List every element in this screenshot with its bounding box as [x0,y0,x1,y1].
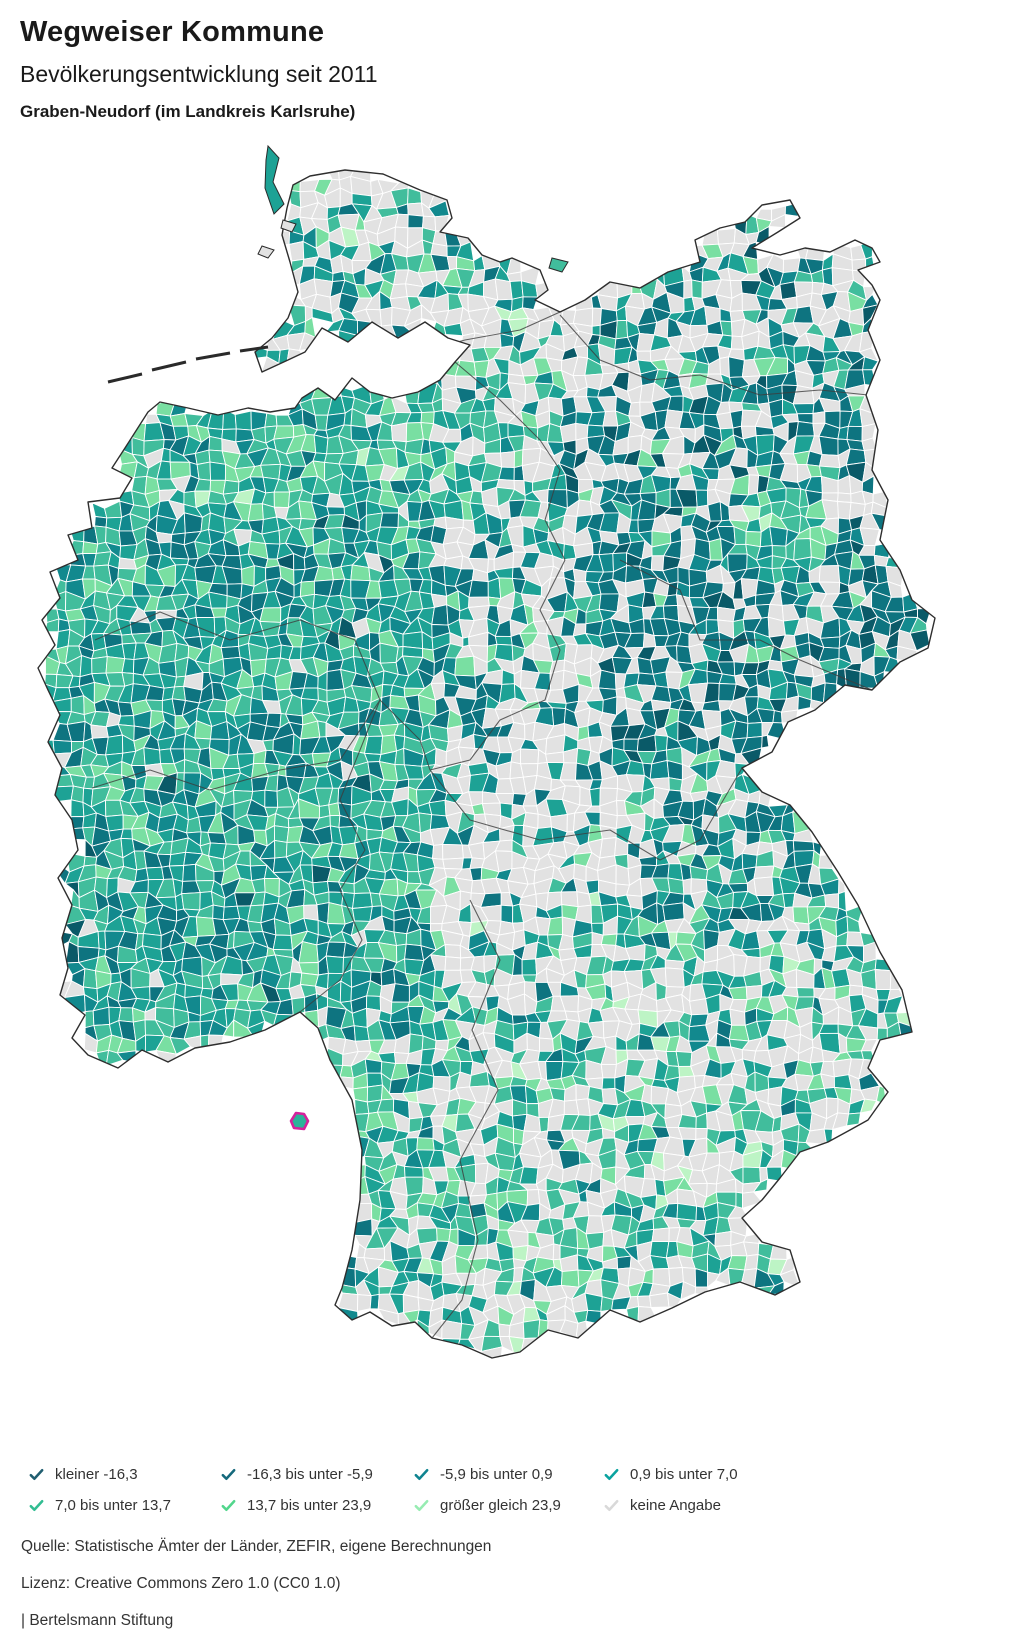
legend-label: -5,9 bis unter 0,9 [440,1466,553,1483]
check-icon [29,1499,44,1512]
legend-item-5[interactable]: 13,7 bis unter 23,9 [220,1497,413,1514]
map-footer: Quelle: Statistische Ämter der Länder, Z… [21,1538,491,1649]
legend-item-2[interactable]: -5,9 bis unter 0,9 [413,1466,603,1483]
selected-municipality-label: Graben-Neudorf (im Landkreis Karlsruhe) [20,102,356,121]
selected-municipality-marker [289,1111,310,1131]
legend-item-6[interactable]: größer gleich 23,9 [413,1497,603,1514]
check-icon [29,1468,44,1481]
check-icon [414,1499,429,1512]
page-title: Bevölkerungsentwicklung seit 2011 [20,61,378,87]
state-borders [91,311,873,1339]
legend-item-3[interactable]: 0,9 bis unter 7,0 [603,1466,823,1483]
legend-label: kleiner -16,3 [55,1466,138,1483]
legend-item-1[interactable]: -16,3 bis unter -5,9 [220,1466,413,1483]
check-icon [604,1499,619,1512]
license-note: Lizenz: Creative Commons Zero 1.0 (CC0 1… [21,1575,341,1592]
legend-label: 7,0 bis unter 13,7 [55,1497,171,1514]
legend-label: 13,7 bis unter 23,9 [247,1497,372,1514]
app-title: Wegweiser Kommune [20,16,325,48]
municipality-mosaic [38,170,932,1358]
check-icon [221,1499,236,1512]
legend-label: 0,9 bis unter 7,0 [630,1466,738,1483]
legend-label: -16,3 bis unter -5,9 [247,1466,373,1483]
legend-item-0[interactable]: kleiner -16,3 [28,1466,220,1483]
legend-item-4[interactable]: 7,0 bis unter 13,7 [28,1497,220,1514]
legend-label: keine Angabe [630,1497,721,1514]
attribution-note: | Bertelsmann Stiftung [21,1612,174,1629]
legend-item-7[interactable]: keine Angabe [603,1497,823,1514]
page-header: Wegweiser Kommune Bevölkerungsentwicklun… [20,16,378,122]
source-note: Quelle: Statistische Ämter der Länder, Z… [21,1538,492,1555]
check-icon [414,1468,429,1481]
legend-label: größer gleich 23,9 [440,1497,561,1514]
check-icon [221,1468,236,1481]
country-border [37,169,936,1359]
map-legend: kleiner -16,3 -16,3 bis unter -5,9 -5,9 … [28,1466,823,1514]
check-icon [604,1468,619,1481]
